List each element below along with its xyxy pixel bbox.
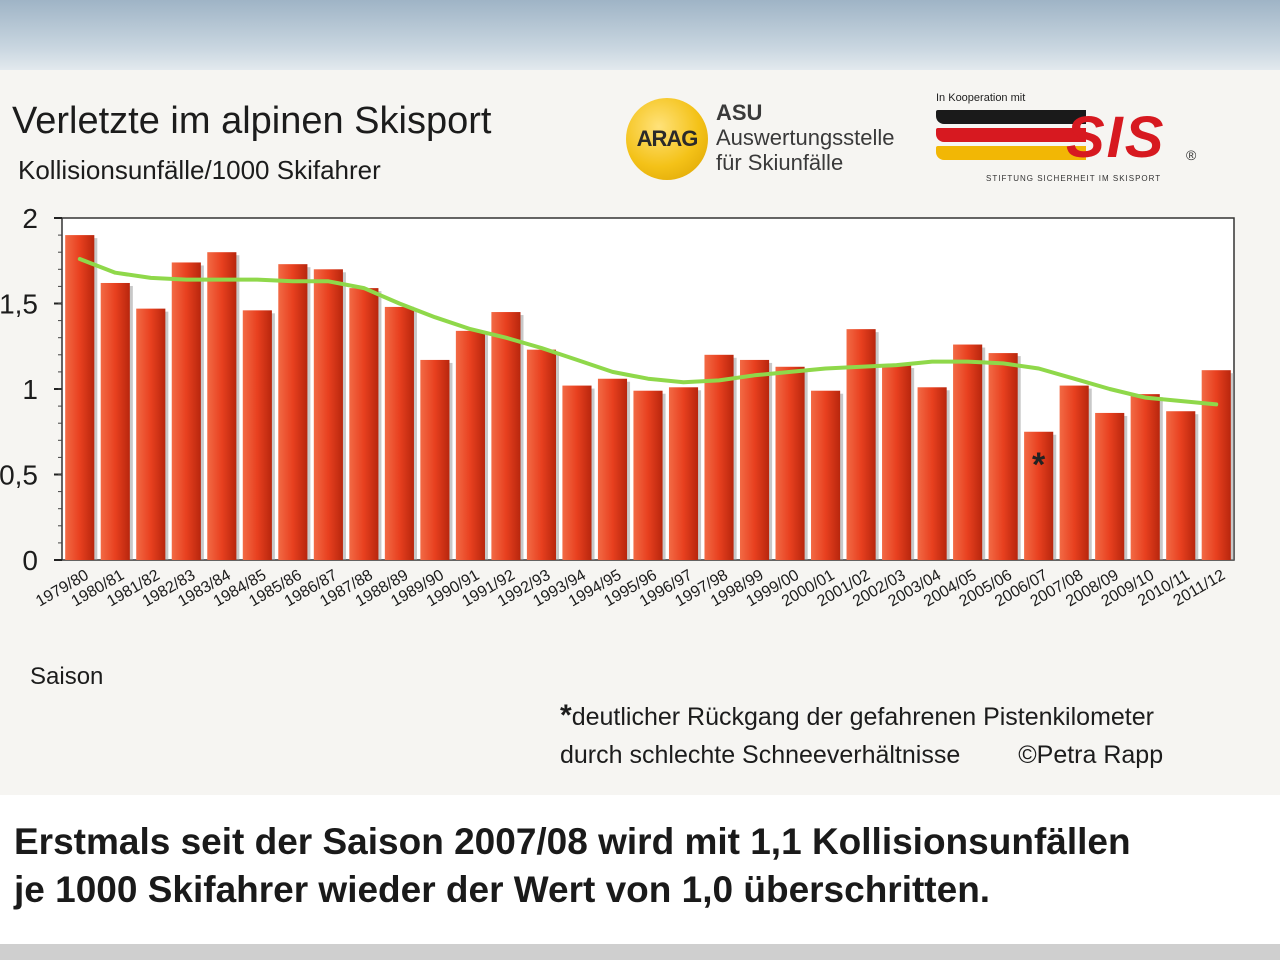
bar	[846, 329, 876, 560]
sis-logo: In Kooperation mit SIS ® STIFTUNG SICHER…	[936, 92, 1196, 186]
asu-logo-head: ASU	[716, 100, 763, 125]
bar	[313, 269, 343, 560]
bar	[633, 390, 663, 560]
arag-logo: ARAG	[626, 98, 708, 180]
chart-subtitle: Kollisionsunfälle/1000 Skifahrer	[18, 155, 381, 185]
bar	[988, 353, 1018, 560]
copyright: ©Petra Rapp	[1018, 741, 1164, 769]
bar	[775, 366, 805, 560]
bar	[384, 306, 414, 560]
bar	[1166, 411, 1196, 560]
bar	[1024, 431, 1054, 560]
bar	[278, 264, 308, 560]
y-tick-label: 0	[22, 545, 38, 576]
bar	[491, 312, 521, 560]
sis-stiftung-text: STIFTUNG SICHERHEIT IM SKISPORT	[986, 174, 1162, 183]
caption: Erstmals seit der Saison 2007/08 wird mi…	[14, 818, 1131, 914]
asu-logo-line2: für Skiunfälle	[716, 150, 844, 175]
arag-logo-text: ARAG	[636, 126, 699, 151]
sis-koop-text: In Kooperation mit	[936, 92, 1026, 104]
caption-line1: Erstmals seit der Saison 2007/08 wird mi…	[14, 821, 1131, 862]
sis-stripes	[936, 110, 1086, 170]
trend-line	[77, 257, 1219, 407]
bar-chart: 00,511,521979/801980/811981/821982/83198…	[0, 203, 1235, 690]
asu-logo: ASU Auswertungsstelle für Skiunfälle	[716, 100, 895, 175]
x-axis-label: Saison	[30, 663, 103, 690]
bar	[562, 385, 592, 560]
bar	[207, 252, 237, 560]
sis-stripe-red	[936, 128, 1086, 142]
footnote: *deutlicher Rückgang der gefahrenen Pist…	[560, 697, 1163, 774]
bar	[1130, 394, 1160, 560]
sis-reg-mark: ®	[1186, 147, 1197, 163]
bar	[136, 308, 166, 560]
bar	[455, 330, 485, 560]
bar	[171, 262, 201, 560]
footnote-line1: *deutlicher Rückgang der gefahrenen Pist…	[560, 697, 1163, 736]
footnote-line2: durch schlechte Schneeverhältnisse ©Petra…	[560, 736, 1163, 774]
bar-annotation: *	[1032, 446, 1046, 484]
asu-logo-line1: Auswertungsstelle	[716, 125, 895, 150]
y-tick-label: 1,5	[0, 289, 38, 320]
bar	[100, 282, 130, 560]
bar	[882, 365, 912, 560]
bar	[349, 288, 379, 560]
bar	[420, 359, 450, 560]
chart-title: Verletzte im alpinen Skisport	[12, 100, 492, 142]
bar	[597, 378, 628, 560]
y-tick-label: 2	[22, 203, 38, 234]
header-photo-band	[0, 0, 1280, 80]
sis-stripe-black	[936, 110, 1086, 124]
bar	[65, 235, 95, 560]
bar	[1095, 412, 1125, 560]
footnote-text-1: deutlicher Rückgang der gefahrenen Piste…	[571, 703, 1154, 731]
footnote-star: *	[560, 699, 572, 732]
y-tick-label: 1	[22, 374, 38, 405]
caption-line2: je 1000 Skifahrer wieder der Wert von 1,…	[14, 869, 991, 910]
bar	[917, 387, 947, 560]
bar	[953, 344, 983, 560]
bar	[1201, 370, 1231, 560]
footnote-text-2: durch schlechte Schneeverhältnisse	[560, 741, 961, 769]
sis-logo-text: SIS	[1066, 105, 1166, 170]
bar	[242, 310, 272, 560]
bar	[739, 359, 770, 560]
bar	[704, 354, 734, 560]
bar	[1059, 385, 1089, 560]
bar	[811, 390, 841, 560]
bar	[668, 387, 699, 560]
bar	[526, 349, 557, 560]
sis-stripe-gold	[936, 146, 1086, 160]
bottom-band	[0, 944, 1280, 960]
y-tick-label: 0,5	[0, 460, 38, 491]
